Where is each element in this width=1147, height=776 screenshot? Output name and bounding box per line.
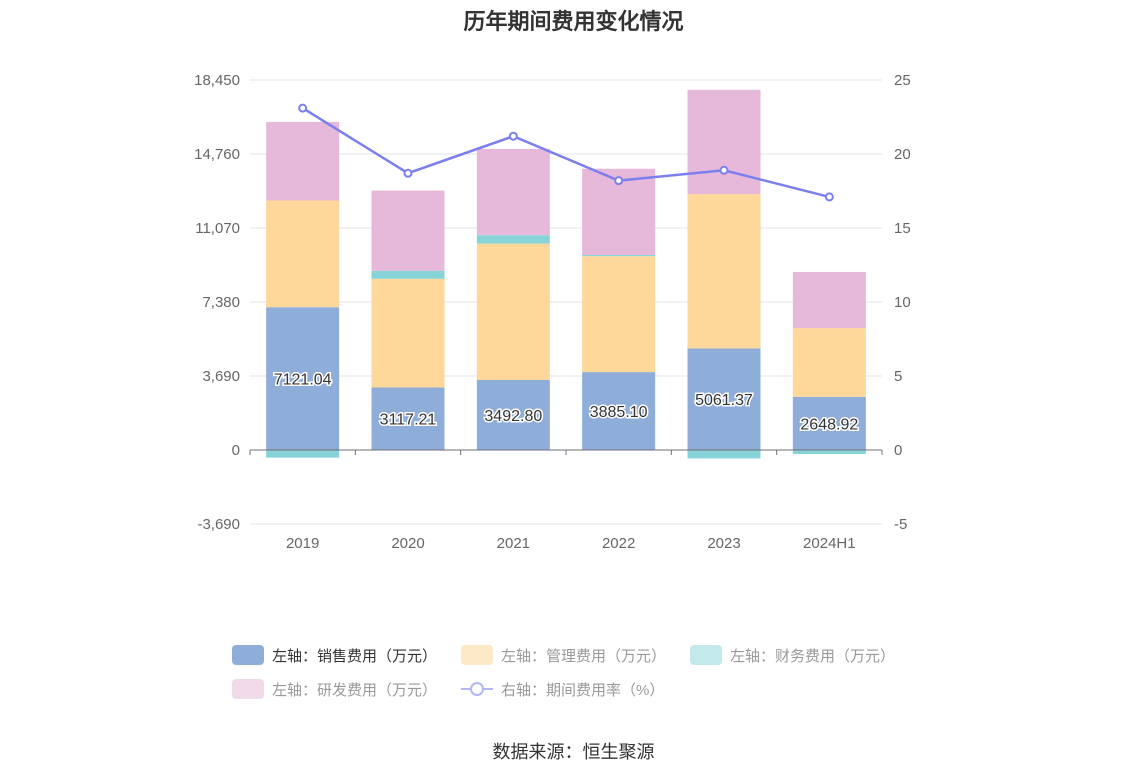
bar-segment xyxy=(266,450,340,458)
expense-rate-line xyxy=(302,107,830,199)
expense-rate-point xyxy=(508,131,518,141)
left-axis-tick-label: 3,690 xyxy=(202,368,240,385)
bar-segment xyxy=(476,148,550,236)
bar-segment xyxy=(792,450,866,455)
legend-swatch-admin xyxy=(461,645,494,665)
bar-segment xyxy=(266,200,340,308)
bar-segment xyxy=(687,194,761,349)
legend-item-expense-rate[interactable]: 右轴：期间费用率（%） xyxy=(461,679,664,700)
legend-swatch-sales xyxy=(232,645,264,665)
bar-segment xyxy=(266,121,340,201)
x-axis-tick-label: 2019 xyxy=(286,535,319,552)
bar-segment xyxy=(792,328,866,397)
legend-label-expense-rate: 右轴：期间费用率（%） xyxy=(501,681,665,699)
bar-segment xyxy=(582,372,656,450)
legend-item-sales[interactable]: 左轴：销售费用（万元） xyxy=(232,645,437,666)
bar-data-label: 3492.80 xyxy=(484,408,542,425)
bar-segment xyxy=(371,190,445,271)
expense-rate-point xyxy=(298,103,308,113)
data-source: 数据来源：恒生聚源 xyxy=(492,742,655,762)
legend-label-sales: 左轴：销售费用（万元） xyxy=(272,647,438,665)
expense-rate-point xyxy=(403,168,413,178)
left-axis-tick-label: 0 xyxy=(232,442,240,459)
bar-segment xyxy=(582,254,656,257)
x-axis-tick-label: 2020 xyxy=(391,535,424,552)
bar-segment xyxy=(687,89,761,195)
bar-segment xyxy=(371,270,445,279)
x-axis-tick-label: 2024H1 xyxy=(803,535,856,552)
expense-rate-point xyxy=(719,165,729,175)
bar-data-label: 2648.92 xyxy=(800,416,858,433)
legend-item-finance[interactable]: 左轴：财务费用（万元） xyxy=(690,645,895,666)
bar-segment xyxy=(266,307,340,450)
left-axis-tick-label: 7,380 xyxy=(202,294,240,311)
x-axis-tick-label: 2023 xyxy=(707,535,740,552)
right-axis-tick-label: 25 xyxy=(894,72,911,89)
legend-item-admin[interactable]: 左轴：管理费用（万元） xyxy=(461,645,666,666)
bar-data-label: 3885.10 xyxy=(590,404,648,421)
legend-swatch-rnd xyxy=(232,679,264,699)
right-axis-tick-label: 20 xyxy=(894,146,911,163)
bar-segment xyxy=(687,450,761,459)
left-axis-tick-label: 11,070 xyxy=(195,220,240,237)
expense-rate-point xyxy=(614,176,624,186)
right-axis-tick-label: -5 xyxy=(894,516,907,533)
chart-legend: 左轴：销售费用（万元） 左轴：管理费用（万元） 左轴：财务费用（万元） 左轴：研… xyxy=(232,638,952,706)
left-axis-tick-label: -3,690 xyxy=(197,516,240,533)
bar-data-label: 3117.21 xyxy=(380,412,437,429)
bar-data-label: 5061.37 xyxy=(695,392,753,409)
legend-line-icon xyxy=(461,679,494,699)
bar-segment xyxy=(476,379,550,450)
bar-segment xyxy=(792,396,866,450)
right-axis-tick-label: 10 xyxy=(894,294,911,311)
right-axis-tick-label: 5 xyxy=(894,368,902,385)
x-axis-tick-label: 2021 xyxy=(497,535,530,552)
legend-label-rnd: 左轴：研发费用（万元） xyxy=(272,681,438,699)
left-axis-tick-label: 18,450 xyxy=(194,72,240,89)
legend-label-admin: 左轴：管理费用（万元） xyxy=(501,647,667,665)
right-axis-tick-label: 15 xyxy=(894,220,911,237)
bar-segment xyxy=(476,235,550,244)
bar-segment xyxy=(582,256,656,373)
legend-label-finance: 左轴：财务费用（万元） xyxy=(730,647,896,665)
bar-data-label: 7121.04 xyxy=(274,372,332,389)
legend-item-rnd[interactable]: 左轴：研发费用（万元） xyxy=(232,679,437,700)
bar-segment xyxy=(476,243,550,380)
expense-rate-point xyxy=(824,192,834,202)
right-axis-tick-label: 0 xyxy=(894,442,902,459)
bar-segment xyxy=(371,387,445,450)
legend-swatch-finance xyxy=(690,645,723,665)
left-axis-tick-label: 14,760 xyxy=(194,146,240,163)
bar-segment xyxy=(687,348,761,450)
chart-title: 历年期间费用变化情况 xyxy=(463,9,684,34)
x-axis-tick-label: 2022 xyxy=(602,535,635,552)
bar-segment xyxy=(371,278,445,388)
bar-segment xyxy=(792,271,866,329)
